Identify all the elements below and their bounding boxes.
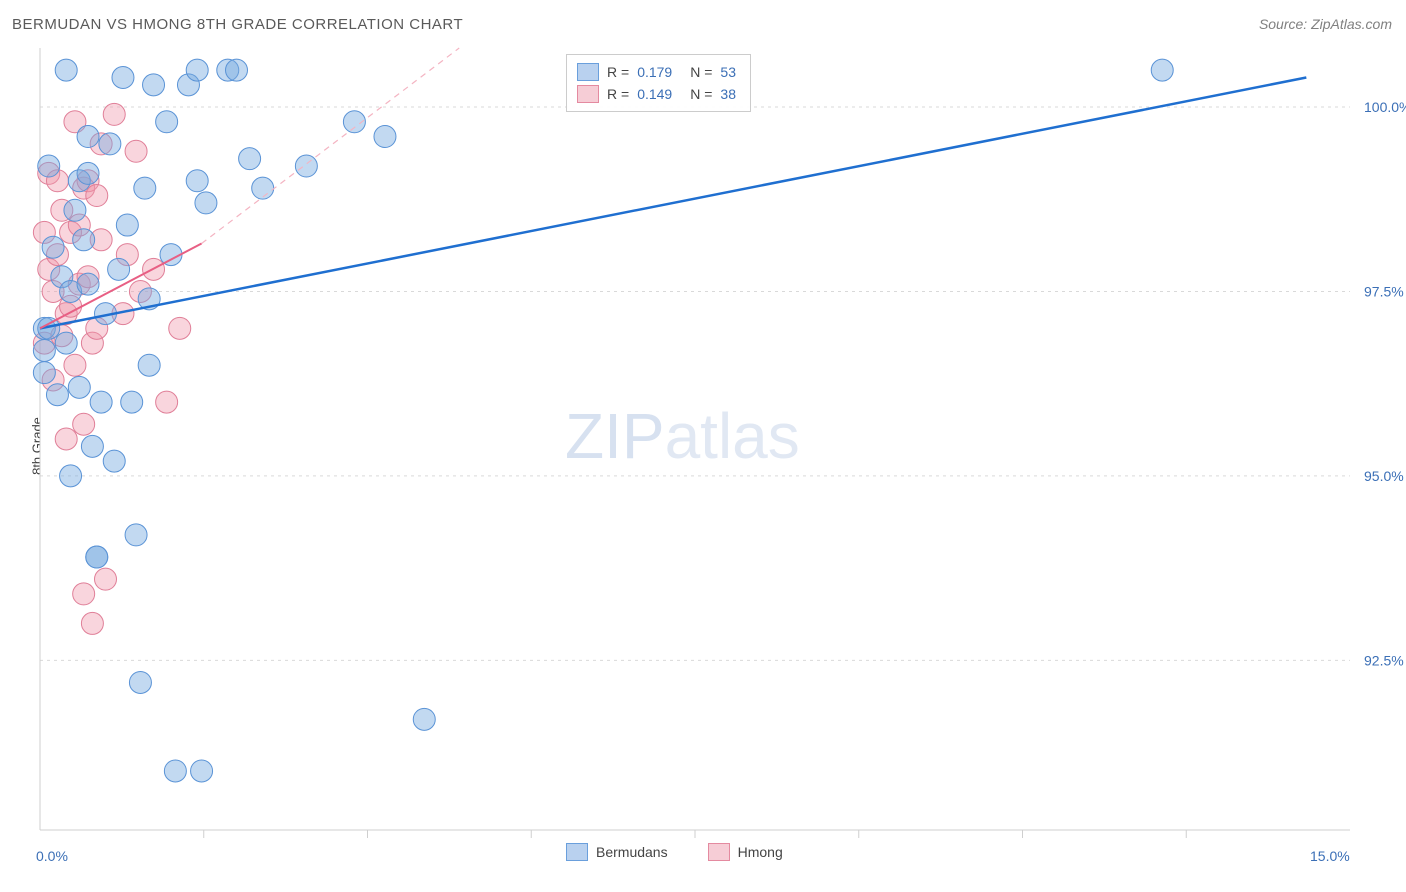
swatch-bermudans: [566, 843, 588, 861]
x-axis-max-label: 15.0%: [1310, 848, 1350, 864]
correlation-legend: R = 0.179 N = 53 R = 0.149 N = 38: [566, 54, 751, 112]
r-value-bermudans: 0.179: [637, 64, 672, 80]
swatch-bermudans: [577, 63, 599, 81]
n-label: N =: [690, 64, 712, 80]
r-label: R =: [607, 86, 629, 102]
legend-row-bermudans: R = 0.179 N = 53: [577, 61, 736, 83]
legend-item-bermudans: Bermudans: [566, 843, 668, 861]
series-name-hmong: Hmong: [738, 844, 783, 860]
n-value-hmong: 38: [720, 86, 736, 102]
n-label: N =: [690, 86, 712, 102]
series-legend: Bermudans Hmong: [566, 843, 783, 861]
swatch-hmong: [708, 843, 730, 861]
svg-text:100.0%: 100.0%: [1364, 99, 1406, 115]
legend-item-hmong: Hmong: [708, 843, 783, 861]
svg-text:95.0%: 95.0%: [1364, 468, 1404, 484]
swatch-hmong: [577, 85, 599, 103]
source-label: Source: ZipAtlas.com: [1259, 16, 1392, 32]
legend-row-hmong: R = 0.149 N = 38: [577, 83, 736, 105]
chart-title: BERMUDAN VS HMONG 8TH GRADE CORRELATION …: [12, 16, 463, 33]
scatter-plot: 92.5%95.0%97.5%100.0%: [40, 48, 1350, 830]
series-name-bermudans: Bermudans: [596, 844, 668, 860]
svg-text:92.5%: 92.5%: [1364, 652, 1404, 668]
r-value-hmong: 0.149: [637, 86, 672, 102]
svg-text:97.5%: 97.5%: [1364, 283, 1404, 299]
r-label: R =: [607, 64, 629, 80]
x-axis-min-label: 0.0%: [36, 848, 68, 864]
n-value-bermudans: 53: [720, 64, 736, 80]
